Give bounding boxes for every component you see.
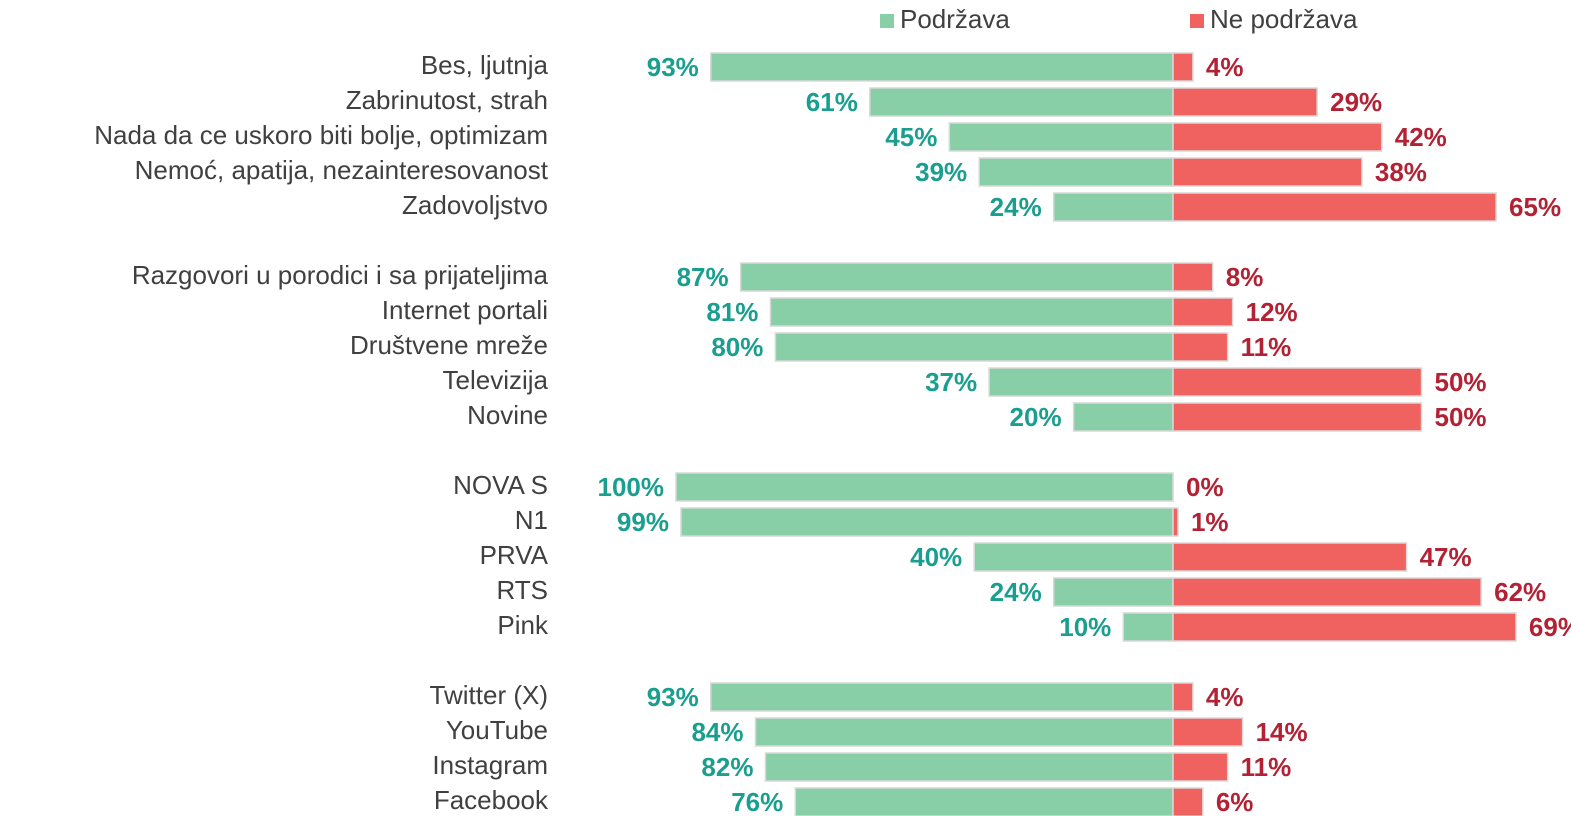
bar <box>1172 507 1179 537</box>
legend-label: Ne podržava <box>1210 4 1358 34</box>
value-label: 11% <box>1241 752 1292 782</box>
category-label: Društvene mreže <box>350 330 548 360</box>
value-label: 100% <box>598 472 665 502</box>
bar <box>1052 577 1174 607</box>
value-label: 45% <box>885 122 937 152</box>
legend-swatch <box>1190 14 1204 28</box>
value-label: 50% <box>1435 367 1487 397</box>
bar <box>1172 402 1423 432</box>
value-label: 38% <box>1375 157 1427 187</box>
value-label: 80% <box>711 332 763 362</box>
bar <box>764 752 1174 782</box>
bar <box>1172 192 1497 222</box>
category-label: Nada da ce uskoro biti bolje, optimizam <box>94 120 548 150</box>
bar <box>1172 577 1482 607</box>
bar <box>1072 402 1174 432</box>
category-label: Twitter (X) <box>430 680 548 710</box>
category-label: RTS <box>496 575 548 605</box>
bar <box>739 262 1174 292</box>
bar <box>675 472 1174 502</box>
value-label: 87% <box>677 262 729 292</box>
bar <box>1172 122 1383 152</box>
bar <box>1172 612 1517 642</box>
value-label: 47% <box>1420 542 1472 572</box>
value-label: 24% <box>990 577 1042 607</box>
category-label: PRVA <box>480 540 549 570</box>
value-label: 4% <box>1206 52 1244 82</box>
category-label: Pink <box>497 610 549 640</box>
legend-label: Podržava <box>900 4 1010 34</box>
bar <box>948 122 1174 152</box>
value-label: 4% <box>1206 682 1244 712</box>
value-label: 24% <box>990 192 1042 222</box>
value-label: 37% <box>925 367 977 397</box>
category-label: YouTube <box>446 715 548 745</box>
category-label: Bes, ljutnja <box>421 50 549 80</box>
bar <box>1172 682 1194 712</box>
value-label: 84% <box>691 717 743 747</box>
bar <box>1172 52 1194 82</box>
value-label: 20% <box>1010 402 1062 432</box>
bar <box>1172 157 1363 187</box>
legend-swatch <box>880 14 894 28</box>
bar <box>1172 332 1229 362</box>
bar <box>978 157 1174 187</box>
category-label: Novine <box>467 400 548 430</box>
value-label: 69% <box>1529 612 1571 642</box>
category-label: Zabrinutost, strah <box>346 85 548 115</box>
value-label: 82% <box>701 752 753 782</box>
value-label: 6% <box>1216 787 1254 816</box>
value-label: 1% <box>1191 507 1229 537</box>
bar <box>1172 87 1318 117</box>
bar <box>1172 787 1204 816</box>
category-label: Internet portali <box>382 295 548 325</box>
bar <box>1172 717 1244 747</box>
category-label: Nemoć, apatija, nezainteresovanost <box>135 155 549 185</box>
category-label: Zadovoljstvo <box>402 190 548 220</box>
value-label: 14% <box>1256 717 1308 747</box>
bar <box>710 682 1174 712</box>
bar <box>973 542 1174 572</box>
value-label: 11% <box>1241 332 1292 362</box>
bar <box>710 52 1174 82</box>
bar <box>680 507 1174 537</box>
value-label: 93% <box>647 52 699 82</box>
bar <box>774 332 1174 362</box>
category-label: NOVA S <box>453 470 548 500</box>
bar <box>988 367 1174 397</box>
value-label: 65% <box>1509 192 1561 222</box>
category-label: Facebook <box>434 785 549 815</box>
value-label: 81% <box>706 297 758 327</box>
value-label: 62% <box>1494 577 1546 607</box>
category-label: Instagram <box>432 750 548 780</box>
value-label: 10% <box>1059 612 1111 642</box>
bar <box>794 787 1174 816</box>
value-label: 99% <box>617 507 669 537</box>
value-label: 8% <box>1226 262 1264 292</box>
value-label: 40% <box>910 542 962 572</box>
bar <box>869 87 1174 117</box>
bar <box>1172 752 1229 782</box>
value-label: 29% <box>1330 87 1382 117</box>
bar <box>754 717 1174 747</box>
bar <box>1122 612 1174 642</box>
value-label: 39% <box>915 157 967 187</box>
value-label: 61% <box>806 87 858 117</box>
value-label: 50% <box>1435 402 1487 432</box>
value-label: 12% <box>1246 297 1298 327</box>
bar <box>1172 262 1214 292</box>
category-label: N1 <box>515 505 548 535</box>
value-label: 93% <box>647 682 699 712</box>
value-label: 0% <box>1186 472 1224 502</box>
bar <box>1172 297 1234 327</box>
bar <box>1172 542 1408 572</box>
bar <box>1052 192 1174 222</box>
category-label: Televizija <box>443 365 549 395</box>
bar <box>1172 367 1423 397</box>
value-label: 76% <box>731 787 783 816</box>
category-label: Razgovori u porodici i sa prijateljima <box>132 260 549 290</box>
value-label: 42% <box>1395 122 1447 152</box>
bar <box>769 297 1174 327</box>
